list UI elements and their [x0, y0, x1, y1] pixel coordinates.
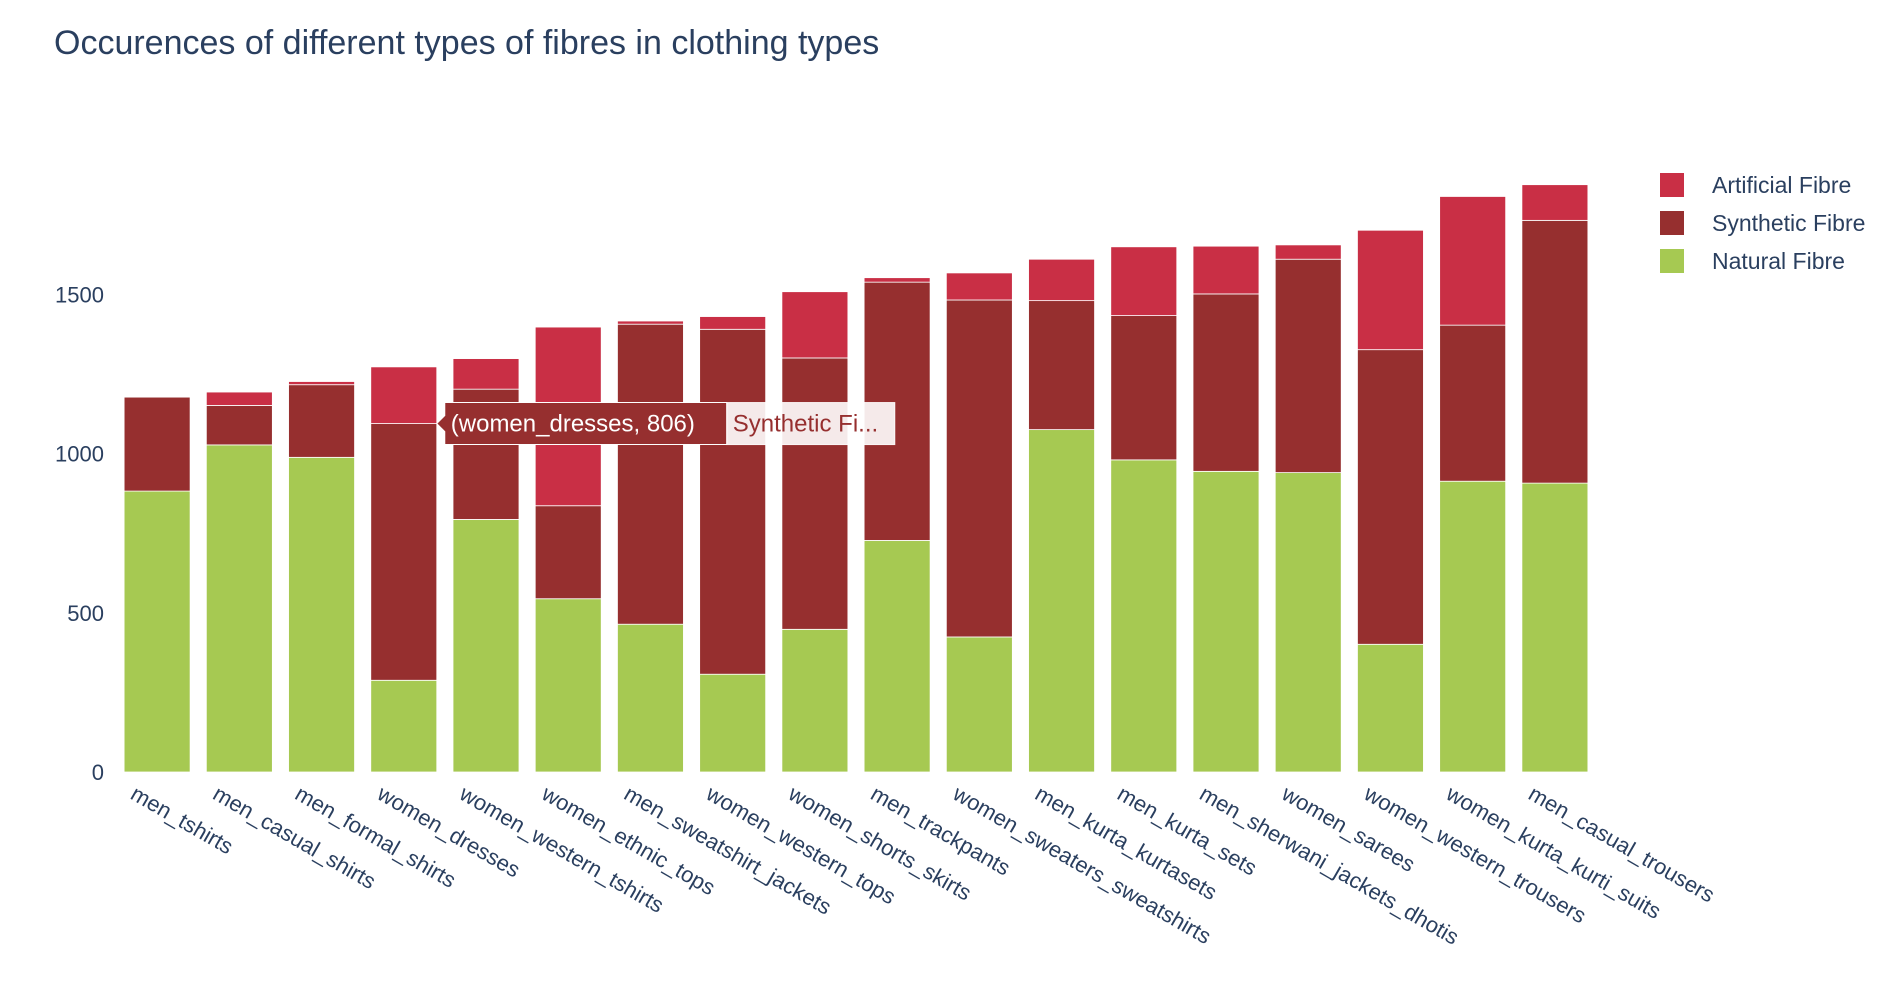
bar-natural-fibre [1439, 480, 1507, 773]
bar-natural-fibre [452, 519, 520, 773]
bar-artificial-fibre [945, 272, 1013, 301]
bar-artificial-fibre [370, 366, 438, 424]
y-tick-label: 1000 [55, 442, 104, 467]
bar-synthetic-fibre [945, 299, 1013, 638]
bar-natural-fibre [1274, 472, 1342, 773]
bar-synthetic-fibre [534, 505, 602, 600]
bar-synthetic-fibre [617, 323, 684, 625]
bar-natural-fibre [1110, 459, 1178, 773]
bar-natural-fibre [123, 490, 191, 773]
bar-synthetic-fibre [123, 396, 191, 492]
bar-artificial-fibre [1357, 229, 1424, 351]
bar-synthetic-fibre [288, 384, 355, 458]
bar-synthetic-fibre [1521, 219, 1589, 484]
bar-synthetic-fibre [1357, 349, 1424, 645]
bar-artificial-fibre [1110, 246, 1178, 316]
bar-artificial-fibre [452, 358, 520, 390]
legend-label: Synthetic Fibre [1712, 210, 1865, 236]
bar-artificial-fibre [863, 277, 931, 283]
bar-artificial-fibre [1439, 196, 1507, 326]
bar-artificial-fibre [205, 391, 273, 406]
legend-swatch [1660, 249, 1684, 273]
y-tick-label: 1500 [55, 282, 104, 307]
bar-artificial-fibre [1192, 245, 1260, 295]
bar-artificial-fibre [1028, 258, 1095, 302]
bar-natural-fibre [288, 456, 355, 773]
y-axis: 0 500 1000 1500 [55, 282, 104, 785]
bar-synthetic-fibre [699, 328, 767, 675]
y-tick-label: 500 [67, 601, 104, 626]
bar-natural-fibre [781, 628, 849, 773]
legend-swatch [1660, 173, 1684, 197]
chart-title: Occurences of different types of fibres … [54, 24, 879, 62]
bar-artificial-fibre [699, 316, 767, 330]
bar-natural-fibre [370, 679, 438, 773]
bar-synthetic-fibre [1439, 324, 1507, 482]
hover-name-box [726, 402, 896, 446]
legend: Artificial Fibre Synthetic Fibre Natural F… [1660, 172, 1865, 274]
bar-natural-fibre [1028, 429, 1095, 773]
bar-artificial-fibre [1274, 244, 1342, 260]
bar-natural-fibre [205, 444, 273, 773]
bar-synthetic-fibre [205, 405, 273, 446]
hover-series-name: Synthetic Fi... [733, 411, 878, 438]
bar-natural-fibre [863, 540, 931, 773]
hover-tooltip-box: (women_dresses, 806) Synthetic Fi... [436, 402, 896, 446]
hover-value-label: (women_dresses, 806) [451, 411, 695, 438]
bar-natural-fibre [617, 623, 684, 773]
bar-artificial-fibre [1521, 184, 1589, 221]
bar-artificial-fibre [781, 291, 849, 359]
bar-synthetic-fibre [370, 423, 438, 681]
bar-synthetic-fibre [1028, 300, 1095, 431]
bar-natural-fibre [1192, 470, 1260, 773]
bar-natural-fibre [945, 636, 1013, 773]
bar-synthetic-fibre [1274, 258, 1342, 474]
legend-swatch [1660, 211, 1684, 235]
bar-synthetic-fibre [781, 357, 849, 630]
bar-synthetic-fibre [1110, 315, 1178, 461]
hover-tooltip: (women_dresses, 806) Synthetic Fi... [436, 402, 896, 446]
legend-label: Natural Fibre [1712, 248, 1845, 274]
y-tick-label: 0 [92, 760, 104, 785]
bar-natural-fibre [534, 598, 602, 773]
legend-label: Artificial Fibre [1712, 172, 1851, 198]
bar-natural-fibre [1521, 482, 1589, 773]
bar-artificial-fibre [288, 381, 355, 386]
bar-natural-fibre [1357, 643, 1424, 773]
bar-natural-fibre [699, 673, 767, 773]
bar-synthetic-fibre [1192, 293, 1260, 472]
bar-artificial-fibre [617, 320, 684, 325]
